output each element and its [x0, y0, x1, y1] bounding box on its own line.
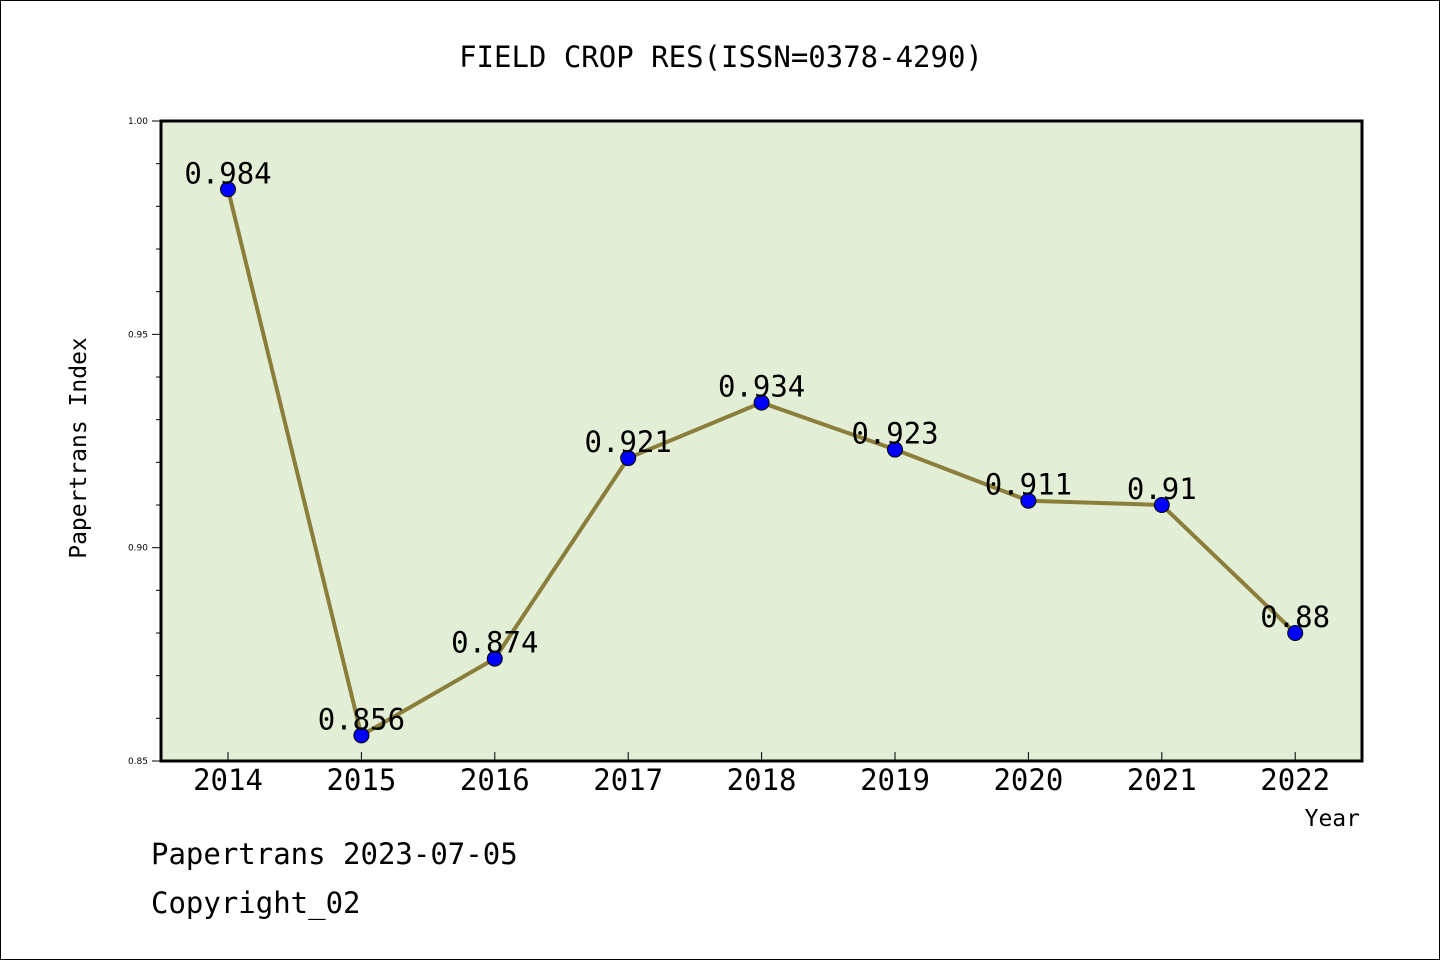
data-point: [220, 181, 236, 198]
y-tick-label: 0.90: [128, 544, 148, 554]
x-tick-label: 2022: [1260, 763, 1330, 797]
x-tick-label: 2018: [727, 763, 797, 797]
x-tick-label: 2020: [993, 763, 1063, 797]
data-label: 0.911: [985, 468, 1072, 502]
data-label: 0.984: [184, 156, 271, 190]
data-labels-group: 0.984 0.856 0.874 0.921 0.934 0.923 0.911 0.91 0…: [184, 156, 1330, 736]
x-axis-ticks: 2014 2015 2016 2017 2018 2019 2020 2021 2022: [193, 752, 1330, 797]
x-tick-label: 2015: [326, 763, 396, 797]
x-tick-label: 2017: [593, 763, 663, 797]
data-label: 0.934: [718, 370, 805, 404]
data-label: 0.874: [451, 626, 538, 660]
footer-date-text: Papertrans 2023-07-05: [151, 837, 518, 871]
chart-title: FIELD CROP RES(ISSN=0378-4290): [459, 40, 983, 74]
data-label: 0.923: [851, 417, 938, 451]
data-point: [887, 441, 903, 458]
data-label: 0.921: [585, 425, 672, 459]
data-label: 0.856: [318, 702, 405, 736]
y-tick-label: 0.85: [128, 757, 148, 767]
data-point: [1153, 497, 1170, 513]
series-group: [220, 181, 1304, 744]
data-point: [753, 394, 770, 411]
x-tick-label: 2021: [1127, 763, 1197, 797]
data-point: [1020, 492, 1037, 509]
y-axis-label: Papertrans Index: [66, 337, 92, 559]
x-tick-label: 2019: [860, 763, 930, 797]
y-tick-label: 1.00: [128, 117, 148, 127]
footer-copyright-text: Copyright_02: [151, 886, 361, 920]
data-point: [620, 450, 637, 467]
data-label: 0.91: [1127, 472, 1197, 506]
x-axis-label: Year: [1305, 806, 1360, 832]
data-point: [353, 727, 370, 744]
y-axis-ticks: 0.85 0.90 0.95 1.00: [128, 117, 161, 767]
plot-area: [161, 121, 1362, 761]
x-tick-label: 2016: [460, 763, 530, 797]
data-label: 0.88: [1260, 600, 1330, 634]
data-point: [1287, 625, 1304, 641]
x-tick-label: 2014: [193, 763, 263, 797]
plot-frame: [159, 119, 1364, 763]
data-point: [486, 650, 503, 667]
y-tick-label: 0.95: [128, 330, 148, 340]
